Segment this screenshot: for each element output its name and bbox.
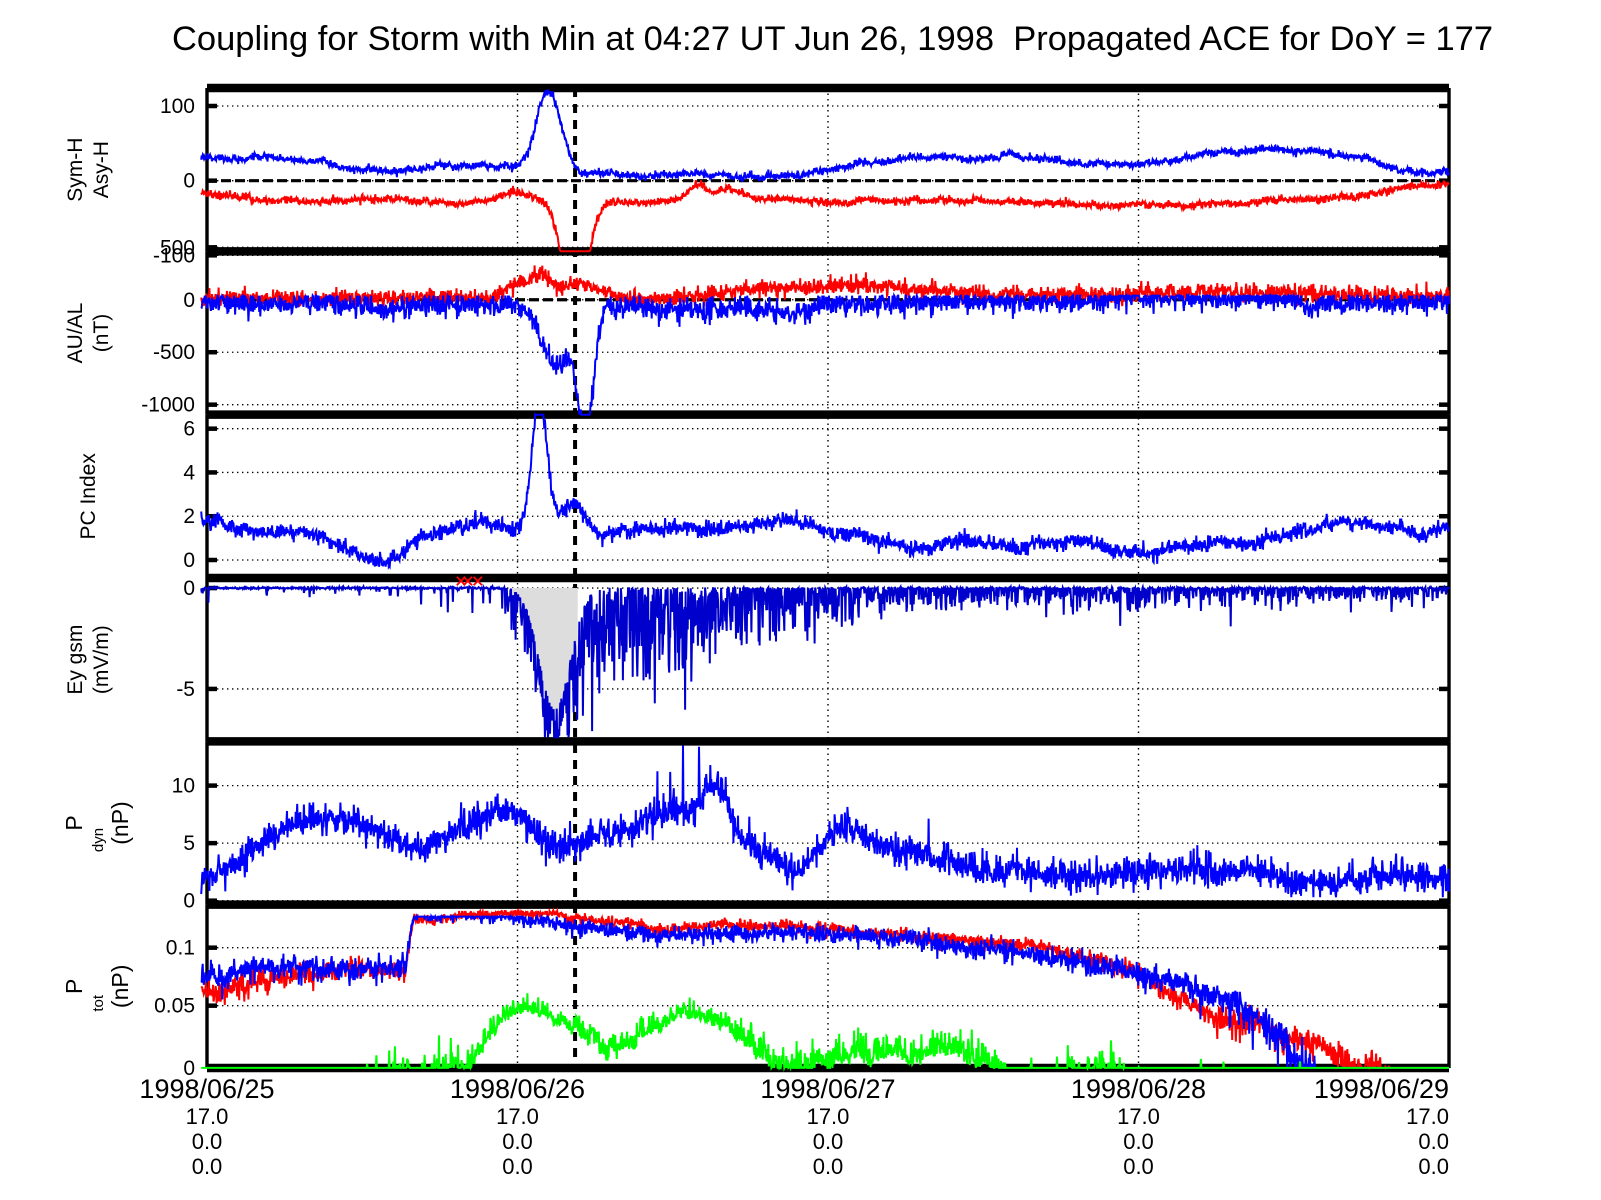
svg-text:Ey gsm: Ey gsm <box>64 625 87 695</box>
svg-text:10: 10 <box>172 775 195 798</box>
svg-text:0.05: 0.05 <box>154 995 195 1018</box>
svg-text:17.0: 17.0 <box>1117 1104 1160 1129</box>
svg-text:-5: -5 <box>176 678 195 701</box>
svg-text:0.0: 0.0 <box>192 1154 223 1179</box>
svg-text:500: 500 <box>160 236 195 259</box>
svg-text:(mV/m): (mV/m) <box>90 625 113 694</box>
svg-text:5: 5 <box>183 832 195 855</box>
svg-text:17.0: 17.0 <box>1406 1104 1449 1129</box>
svg-text:17.0: 17.0 <box>496 1104 539 1129</box>
svg-text:0.0: 0.0 <box>1418 1129 1449 1154</box>
svg-text:0.0: 0.0 <box>1123 1129 1154 1154</box>
svg-text:0.0: 0.0 <box>502 1154 533 1179</box>
svg-text:tot: tot <box>90 994 107 1012</box>
svg-text:0.1: 0.1 <box>166 937 195 960</box>
svg-text:1998/06/26: 1998/06/26 <box>450 1074 585 1104</box>
svg-text:(nP): (nP) <box>107 965 133 1008</box>
svg-text:-500: -500 <box>153 341 195 364</box>
svg-text:17.0: 17.0 <box>186 1104 229 1129</box>
svg-text:0.0: 0.0 <box>1418 1154 1449 1179</box>
svg-text:Asy-H: Asy-H <box>90 141 113 198</box>
svg-text:4: 4 <box>183 461 195 484</box>
svg-text:(nP): (nP) <box>107 801 133 844</box>
svg-text:0: 0 <box>183 549 195 572</box>
svg-text:0.0: 0.0 <box>1123 1154 1154 1179</box>
svg-text:100: 100 <box>160 95 195 118</box>
svg-text:1998/06/28: 1998/06/28 <box>1071 1074 1206 1104</box>
svg-text:2: 2 <box>183 505 195 528</box>
svg-text:0: 0 <box>183 890 195 913</box>
svg-text:P: P <box>61 979 87 994</box>
svg-text:0.0: 0.0 <box>502 1129 533 1154</box>
svg-text:0: 0 <box>183 289 195 312</box>
svg-text:0.0: 0.0 <box>813 1154 844 1179</box>
svg-text:Sym-H: Sym-H <box>64 138 87 202</box>
svg-text:1998/06/27: 1998/06/27 <box>760 1074 895 1104</box>
svg-text:0: 0 <box>183 577 195 600</box>
svg-text:Coupling for Storm with Min at: Coupling for Storm with Min at 04:27 UT … <box>172 20 1493 58</box>
svg-text:0.0: 0.0 <box>813 1129 844 1154</box>
svg-text:0.0: 0.0 <box>192 1129 223 1154</box>
svg-text:AU/AL: AU/AL <box>64 303 87 364</box>
svg-text:1998/06/25: 1998/06/25 <box>139 1074 274 1104</box>
svg-text:0: 0 <box>183 170 195 193</box>
svg-text:PC Index: PC Index <box>77 453 100 540</box>
svg-text:(nT): (nT) <box>90 314 113 353</box>
svg-text:P: P <box>61 815 87 830</box>
svg-text:-1000: -1000 <box>141 394 195 417</box>
svg-text:1998/06/29: 1998/06/29 <box>1314 1074 1449 1104</box>
svg-text:dyn: dyn <box>90 828 107 852</box>
svg-text:6: 6 <box>183 418 195 441</box>
svg-text:17.0: 17.0 <box>807 1104 850 1129</box>
